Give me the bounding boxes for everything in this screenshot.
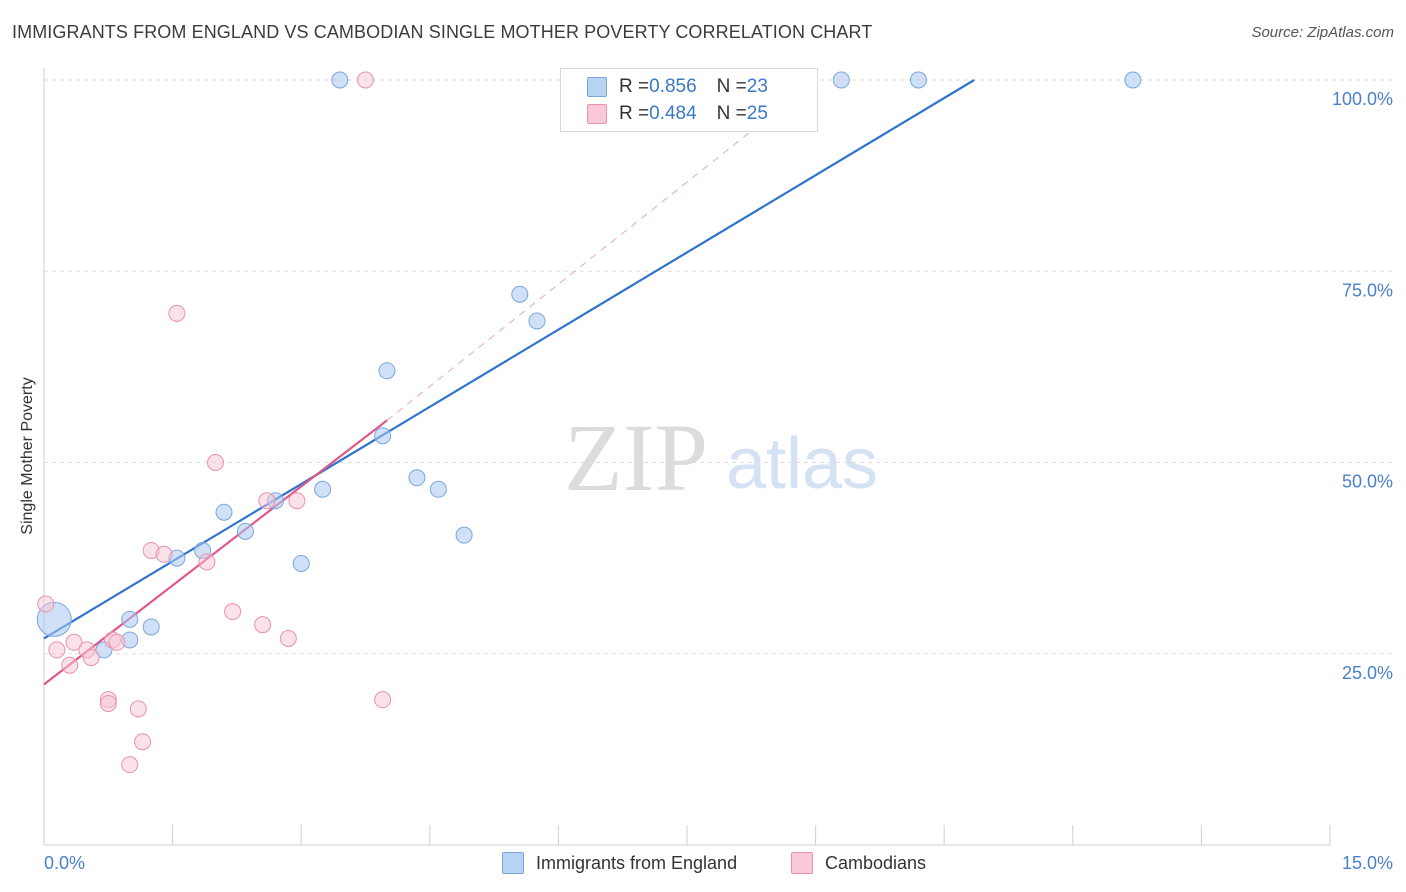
england-point <box>292 554 310 572</box>
watermark-zip: ZIP <box>564 404 708 511</box>
cambodian-point <box>374 691 392 709</box>
cambodian-point <box>288 492 306 510</box>
cambodian-point <box>61 656 79 674</box>
england-point <box>528 312 546 330</box>
cambodian-point <box>198 553 216 571</box>
cambodian-point <box>65 633 83 651</box>
stats-legend-row-cambodians: R = 0.484 N = 25 <box>587 101 768 127</box>
watermark: ZIP atlas <box>564 404 878 511</box>
axes <box>43 68 1331 846</box>
source-label: Source: ZipAtlas.com <box>1251 24 1394 41</box>
legend-item-cambodians[interactable]: Cambodians <box>791 852 926 874</box>
trend-line-cambodians <box>43 419 388 686</box>
cambodian-point <box>99 694 117 712</box>
england-point <box>215 503 233 521</box>
england-point <box>121 610 139 628</box>
n-value: 23 <box>746 76 768 97</box>
england-point <box>331 71 349 89</box>
cambodian-point <box>134 733 152 751</box>
r-value: 0.484 <box>649 103 697 124</box>
y-tick-label: 25.0% <box>1342 663 1393 683</box>
tick-labels: 25.0% 50.0% 75.0% 100.0% 0.0% 15.0% <box>44 89 1393 873</box>
england-point <box>832 71 850 89</box>
r-value: 0.856 <box>649 76 697 97</box>
r-label: R = <box>619 76 650 97</box>
y-tick-label: 100.0% <box>1332 89 1393 109</box>
legend-label: Cambodians <box>825 852 927 873</box>
x-tick-label: 15.0% <box>1342 853 1393 873</box>
england-point <box>455 526 473 544</box>
cambodian-point <box>129 700 147 718</box>
y-tick-label: 50.0% <box>1342 472 1393 492</box>
england-point <box>1124 71 1142 89</box>
stats-legend: R = 0.856 N = 23 R = 0.484 N = 25 <box>560 68 818 132</box>
legend-swatch-england <box>587 77 607 97</box>
n-label: N = <box>716 103 747 124</box>
cambodian-point <box>82 649 100 667</box>
series-legend: Immigrants from England Cambodians <box>0 852 1406 878</box>
cambodian-point <box>37 595 55 613</box>
stats-legend-row-england: R = 0.856 N = 23 <box>587 74 768 100</box>
grid-lines <box>44 79 1394 655</box>
england-point <box>378 362 396 380</box>
england-point <box>142 618 160 636</box>
x-tick-label: 0.0% <box>44 853 85 873</box>
trend-lines <box>43 79 975 686</box>
legend-swatch <box>502 852 524 874</box>
england-point <box>314 480 332 498</box>
n-value: 25 <box>746 103 768 124</box>
trend-line-dashed <box>386 79 816 421</box>
r-label: R = <box>619 103 650 124</box>
cambodian-point <box>357 71 374 89</box>
england-point <box>374 427 392 445</box>
cambodian-point <box>168 304 186 322</box>
watermark-atlas: atlas <box>726 424 878 504</box>
legend-swatch-cambodians <box>587 104 607 124</box>
legend-label: Immigrants from England <box>536 852 738 873</box>
y-tick-label: 75.0% <box>1342 280 1393 300</box>
cambodian-point <box>155 545 173 563</box>
england-point <box>909 71 927 89</box>
data-points <box>36 71 1142 774</box>
chart-title: IMMIGRANTS FROM ENGLAND VS CAMBODIAN SIN… <box>12 22 873 42</box>
cambodian-point <box>224 603 242 621</box>
cambodian-point <box>121 756 139 774</box>
cambodian-point <box>48 641 66 659</box>
england-point <box>408 469 426 487</box>
england-point <box>429 480 447 498</box>
legend-item-england[interactable]: Immigrants from England <box>502 852 737 874</box>
cambodian-point <box>108 633 126 651</box>
cambodian-point <box>206 454 224 471</box>
legend-swatch <box>791 852 813 874</box>
england-point <box>236 522 254 540</box>
cambodian-point <box>279 629 297 647</box>
n-label: N = <box>716 76 747 97</box>
cambodian-point <box>258 492 276 510</box>
cambodian-point <box>254 616 272 634</box>
england-point <box>511 285 529 303</box>
